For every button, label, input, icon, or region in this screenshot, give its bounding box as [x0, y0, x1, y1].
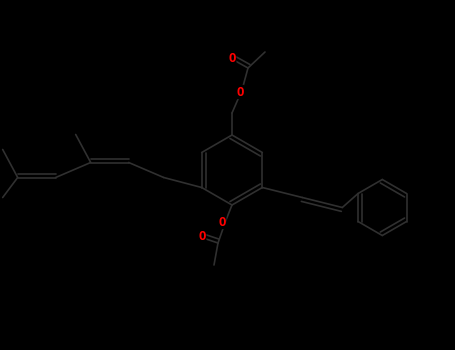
- Text: O: O: [228, 51, 236, 64]
- Text: O: O: [218, 216, 226, 229]
- Text: O: O: [198, 231, 206, 244]
- Text: O: O: [236, 85, 244, 98]
